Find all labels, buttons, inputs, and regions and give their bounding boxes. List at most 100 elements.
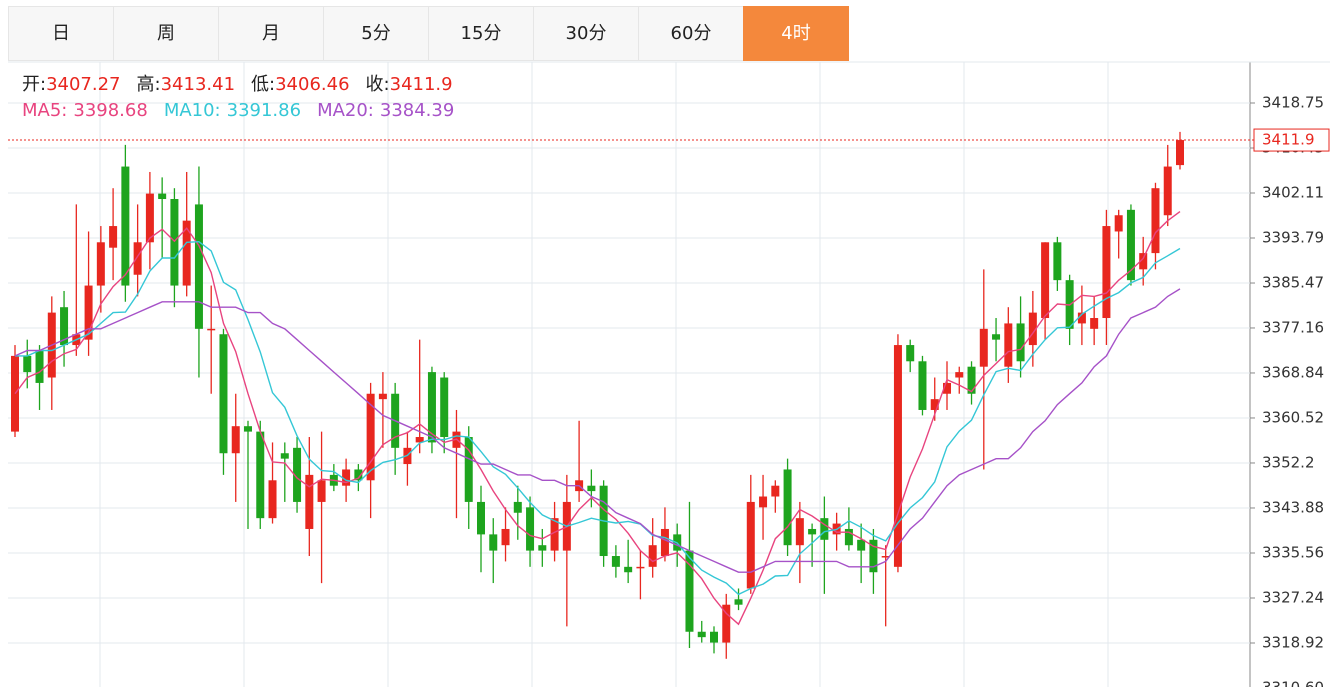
- candle-body: [979, 328, 988, 367]
- candle-body: [759, 496, 768, 508]
- candle-body: [1004, 323, 1013, 367]
- info-value: 3407.27: [46, 74, 121, 95]
- candle-body: [1077, 312, 1086, 324]
- ma-line: [14, 211, 1181, 626]
- candle-body: [427, 372, 436, 443]
- candle-body: [869, 539, 878, 573]
- candle-body: [844, 528, 853, 546]
- candle-body: [145, 193, 154, 243]
- candle-body: [280, 453, 289, 459]
- y-tick-label: 3377.16: [1262, 318, 1324, 336]
- candle-body: [648, 545, 657, 567]
- y-tick-label: 3310.60: [1262, 679, 1324, 687]
- candle-body: [611, 556, 620, 567]
- candle-body: [366, 393, 375, 481]
- time-dividers: [99, 62, 1109, 687]
- candle-body: [918, 361, 927, 410]
- candle-body: [501, 528, 510, 546]
- ma-name: MA10:: [163, 100, 221, 121]
- y-tick-label: 3318.92: [1262, 633, 1324, 651]
- y-tick-label: 3352.2: [1262, 453, 1315, 471]
- info-value: 3413.41: [160, 74, 236, 95]
- candle-body: [207, 328, 216, 331]
- candle-body: [893, 345, 902, 567]
- info-value: 3406.46: [275, 74, 350, 95]
- candle-body: [1102, 226, 1111, 319]
- candle-body: [342, 469, 351, 486]
- candle-body: [84, 285, 93, 340]
- candle-body: [550, 518, 559, 551]
- candle-body: [636, 566, 645, 569]
- ma-value: 3384.39: [379, 100, 455, 121]
- candle-body: [526, 507, 535, 551]
- last-price-box: [1253, 128, 1330, 152]
- candle-body: [293, 447, 302, 502]
- info-label: 开:: [22, 74, 47, 95]
- candle-body: [771, 485, 780, 497]
- candle-body: [943, 382, 951, 394]
- ma-line: [15, 240, 1181, 596]
- candle-body: [624, 566, 633, 573]
- info-value: 3411.9: [389, 74, 453, 95]
- candle-body: [256, 431, 265, 519]
- candle-body: [182, 220, 191, 286]
- candle-body: [415, 437, 424, 443]
- candle-body: [440, 377, 449, 438]
- candle-body: [808, 528, 817, 535]
- candle-body: [685, 550, 694, 632]
- candle-body: [1126, 209, 1135, 281]
- candle-body: [955, 372, 964, 378]
- candle-body: [1028, 312, 1037, 346]
- candle-body: [746, 501, 755, 589]
- candle-body: [133, 242, 142, 275]
- info-panel: 开:3407.27 高:3413.41 低:3406.46 收:3411.9 MA5:…: [22, 72, 470, 124]
- candle-body: [268, 480, 277, 519]
- candle-body: [1176, 140, 1184, 166]
- ma-row: MA5: 3398.68 MA10: 3391.86 MA20: 3384.39: [22, 98, 470, 124]
- tab[interactable]: 30分: [533, 6, 639, 61]
- candle-body: [477, 501, 485, 535]
- candle-body: [1151, 188, 1160, 254]
- tab[interactable]: 60分: [638, 6, 744, 61]
- tab[interactable]: 日: [8, 6, 114, 61]
- tab-bar: 日周月 5分 15分 30分 60分 4时: [8, 6, 849, 61]
- tab[interactable]: 4时: [743, 6, 849, 61]
- candle-body: [881, 556, 890, 558]
- y-tick-label: 3402.11: [1262, 184, 1324, 202]
- tab[interactable]: 5分: [323, 6, 429, 61]
- candle-body: [11, 355, 19, 432]
- candle-body: [697, 631, 706, 638]
- candle-body: [464, 437, 473, 502]
- ma-value: 3398.68: [73, 100, 148, 121]
- candle-body: [305, 474, 314, 529]
- tab[interactable]: 周: [113, 6, 219, 61]
- candle-body: [734, 599, 743, 605]
- info-label: 低:: [251, 74, 276, 95]
- tab[interactable]: 15分: [428, 6, 534, 61]
- y-tick-label: 3335.56: [1262, 543, 1324, 561]
- ma-line: [14, 288, 1181, 573]
- info-label: 高:: [136, 74, 161, 95]
- candle-body: [857, 539, 866, 551]
- candle-body: [231, 426, 240, 454]
- y-tick-label: 3393.79: [1262, 229, 1324, 247]
- tab[interactable]: 月: [218, 6, 324, 61]
- ma-value: 3391.86: [226, 100, 302, 121]
- candle-body: [378, 393, 387, 400]
- candle-body: [1016, 323, 1025, 362]
- candle-body: [660, 528, 669, 557]
- candle-body: [23, 355, 32, 373]
- candle-body: [1090, 318, 1099, 329]
- candle-body: [795, 518, 804, 546]
- candle-body: [1114, 215, 1123, 232]
- candle-body: [587, 485, 596, 492]
- candle-body: [354, 469, 363, 481]
- candle-body: [722, 604, 731, 643]
- y-tick-label: 3343.88: [1262, 498, 1324, 516]
- ma-name: MA5:: [22, 100, 68, 121]
- ma-legend: MA10: 3391.86: [164, 100, 301, 121]
- candle-body: [538, 545, 547, 551]
- candle-body: [194, 204, 203, 329]
